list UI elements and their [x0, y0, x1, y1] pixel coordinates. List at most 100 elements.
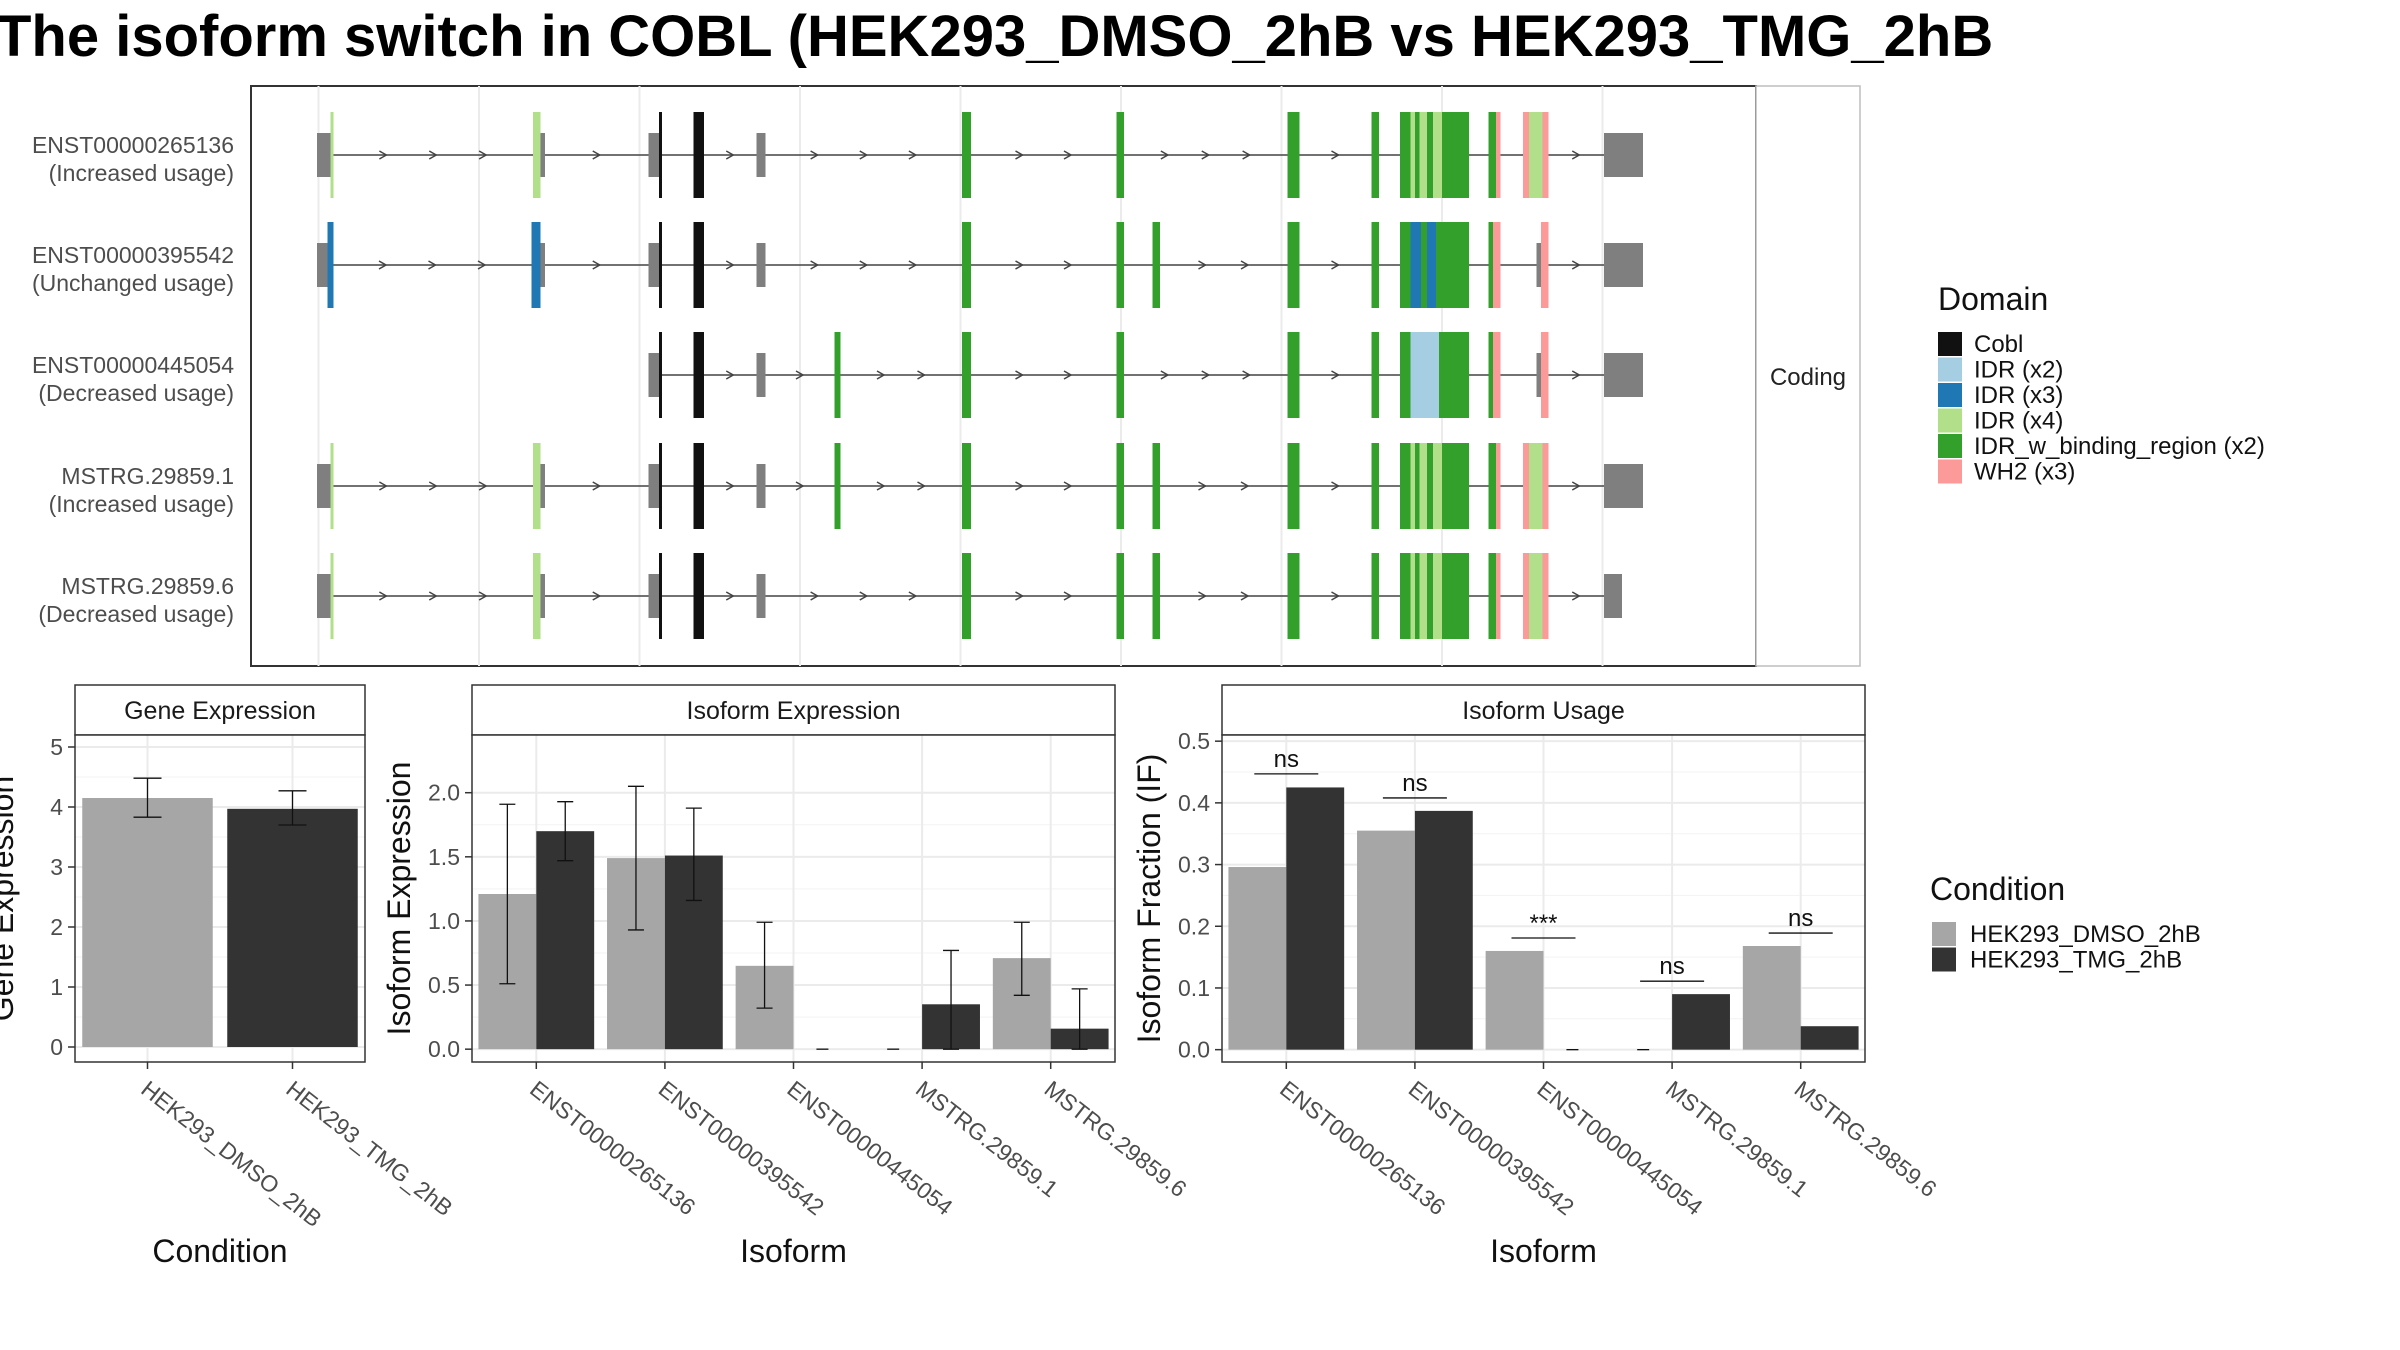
- exon-utr: [1604, 464, 1610, 508]
- domain-legend-label: WH2 (x3): [1974, 459, 2075, 486]
- y-tick-label: 1.5: [428, 844, 460, 870]
- exon-utr: [540, 464, 545, 508]
- y-axis-title: Isoform Fraction (IF): [1131, 754, 1167, 1044]
- intron-arrow: [478, 150, 488, 160]
- intron-arrow: [1331, 370, 1341, 380]
- domain-legend-title: Domain: [1938, 281, 2048, 317]
- exon-domain: [693, 332, 704, 418]
- intron-arrow: [725, 150, 735, 160]
- exon-domain: [330, 443, 334, 529]
- intron-arrow: [1201, 150, 1211, 160]
- bar: [1485, 950, 1544, 1050]
- exon-domain: [659, 332, 662, 418]
- domain-legend-key: [1938, 459, 1962, 484]
- transcript-usage-label: (Increased usage): [49, 491, 234, 517]
- exon-domain: [1496, 443, 1501, 529]
- exon-domain: [1287, 222, 1300, 308]
- exon-utr: [1604, 353, 1610, 397]
- exon-domain: [1493, 332, 1501, 418]
- exon-domain: [1152, 222, 1160, 308]
- intron-arrow: [592, 260, 602, 270]
- exon-domain: [1433, 443, 1442, 529]
- transcript-id-label: MSTRG.29859.1: [61, 463, 234, 489]
- exon-domain: [1371, 332, 1379, 418]
- significance-label: ***: [1529, 910, 1557, 937]
- bar: [1286, 787, 1345, 1050]
- exon-utr: [648, 353, 659, 397]
- domain-legend-key: [1938, 383, 1962, 407]
- exon-utr: [317, 133, 331, 177]
- intron-arrow: [428, 591, 438, 601]
- exon-domain: [1523, 443, 1529, 529]
- intron-arrow: [725, 591, 735, 601]
- exon-domain: [962, 112, 971, 198]
- exon-domain: [1116, 443, 1124, 529]
- x-axis-title: Condition: [152, 1233, 287, 1269]
- domain-legend-key: [1938, 408, 1962, 433]
- exon-domain: [1488, 112, 1496, 198]
- intron-arrow: [810, 591, 820, 601]
- exon-utr: [756, 243, 766, 287]
- exon-utr: [1536, 353, 1541, 397]
- exon-utr: [756, 353, 766, 397]
- y-tick-label: 0.4: [1178, 790, 1210, 816]
- exon-domain: [1436, 222, 1445, 308]
- y-tick-label: 4: [50, 794, 63, 820]
- bar: [1414, 810, 1473, 1050]
- intron-arrow: [1015, 481, 1025, 491]
- intron-arrow: [592, 591, 602, 601]
- intron-arrow: [478, 481, 488, 491]
- x-axis-title: Isoform: [1490, 1233, 1597, 1269]
- exon-utr: [317, 574, 331, 618]
- exon-utr: [317, 464, 331, 508]
- isoform-expression-panel: Isoform Expression0.00.51.01.52.0ENST000…: [381, 684, 1192, 1269]
- intron-arrow: [1063, 150, 1073, 160]
- y-axis-title: Isoform Expression: [381, 762, 417, 1036]
- exon-domain: [693, 222, 704, 308]
- y-tick-label: 3: [50, 854, 63, 880]
- panel-strip: [74, 684, 366, 736]
- y-tick-label: 0.5: [1178, 728, 1210, 754]
- bar: [536, 831, 595, 1050]
- exon-domain: [1488, 553, 1496, 639]
- isoform-usage-panel: Isoform Usage ns ns *** ns ns 0.0 0.1 0.2 0.3 0.4 0…: [1131, 684, 1942, 1269]
- domain-legend-label: IDR (x2): [1974, 357, 2063, 384]
- intron-arrow: [1015, 591, 1025, 601]
- figure-title: The isoform switch in COBL (HEK293_DMSO_…: [0, 4, 1993, 69]
- bar: [1357, 830, 1415, 1050]
- exon-domain: [531, 222, 541, 308]
- exon-domain: [327, 222, 334, 308]
- exon-domain: [1542, 553, 1549, 639]
- exon-utr: [1604, 243, 1610, 287]
- y-tick-label: 2.0: [428, 780, 460, 806]
- intron-arrow: [379, 150, 388, 160]
- exon-domain: [962, 332, 971, 418]
- exon-utr: [540, 133, 545, 177]
- intron-arrow: [1242, 150, 1252, 160]
- intron-arrow: [1015, 150, 1025, 160]
- exon-domain: [1433, 112, 1442, 198]
- exon-domain: [1371, 222, 1379, 308]
- intron-arrow: [1063, 260, 1073, 270]
- exon-domain: [659, 553, 662, 639]
- bar: [227, 808, 358, 1047]
- exon-domain: [533, 553, 541, 639]
- y-axis-title: Gene Expression: [0, 776, 20, 1021]
- exon-domain: [1529, 112, 1543, 198]
- x-tick-label: MSTRG.29859.6: [1790, 1075, 1942, 1202]
- exon-utr: [648, 574, 659, 618]
- exon-utr: [540, 243, 545, 287]
- exon-domain: [1415, 112, 1420, 198]
- exon-domain: [533, 112, 541, 198]
- y-tick-label: 0.3: [1178, 852, 1210, 878]
- intron-arrow: [1240, 481, 1250, 491]
- exon-domain: [330, 553, 334, 639]
- intron-arrow: [1198, 481, 1208, 491]
- intron-arrow: [1571, 591, 1581, 601]
- exon-domain: [1371, 112, 1379, 198]
- condition-legend-label: HEK293_TMG_2hB: [1970, 947, 2182, 974]
- exon-domain: [1542, 443, 1549, 529]
- y-tick-label: 0.0: [1178, 1037, 1210, 1063]
- exon-domain: [1488, 443, 1496, 529]
